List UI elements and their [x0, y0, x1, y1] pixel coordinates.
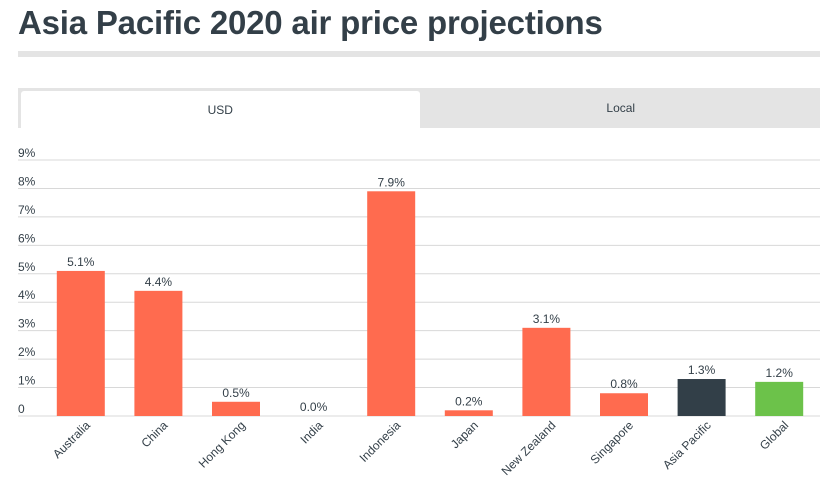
currency-tabs: USD Local — [18, 88, 820, 128]
bar — [212, 401, 260, 416]
bar — [522, 327, 571, 416]
y-tick-label: 2% — [18, 345, 36, 359]
bar — [755, 381, 804, 416]
tab-local[interactable]: Local — [606, 101, 636, 115]
y-tick-label: 9% — [18, 146, 36, 160]
bar — [56, 270, 105, 416]
page-title: Asia Pacific 2020 air price projections — [18, 4, 603, 41]
x-tick-label: Asia Pacific — [660, 418, 714, 472]
data-label: 1.2% — [766, 366, 794, 380]
y-tick-label: 3% — [18, 317, 36, 331]
bar — [600, 393, 648, 416]
y-tick-label: 1% — [18, 374, 36, 388]
x-tick-label: Global — [757, 418, 791, 452]
x-tick-label: China — [138, 418, 170, 450]
title-divider — [18, 51, 820, 57]
data-labels: 5.1% 4.4% 0.5% 0.0% 7.9% 0.2% 3.1% 0.8% 1.3% 1.2% — [67, 175, 793, 414]
y-tick-label: 7% — [18, 203, 36, 217]
x-tick-label: Indonesia — [357, 418, 404, 465]
x-tick-label: Australia — [50, 418, 93, 461]
x-axis-ticks: Australia China Hong Kong India Indonesia Jap… — [50, 418, 791, 478]
data-label: 3.1% — [533, 312, 561, 326]
bar — [677, 379, 726, 416]
y-tick-label: 8% — [18, 174, 36, 188]
data-label: 0.0% — [300, 400, 328, 414]
data-label: 0.8% — [610, 377, 638, 391]
y-tick-label: 5% — [18, 260, 36, 274]
data-label: 0.5% — [222, 386, 250, 400]
data-label: 7.9% — [378, 175, 406, 189]
y-tick-label: 0 — [18, 402, 25, 416]
x-tick-label: New Zealand — [499, 418, 559, 478]
data-label: 0.2% — [455, 394, 483, 408]
bars — [56, 191, 804, 416]
bar — [444, 410, 493, 416]
x-tick-label: India — [297, 418, 326, 447]
data-label: 1.3% — [688, 363, 716, 377]
bar — [134, 290, 183, 416]
x-tick-label: Japan — [448, 418, 481, 451]
data-label: 5.1% — [67, 255, 95, 269]
y-axis-ticks: 0 1% 2% 3% 4% 5% 6% 7% 8% 9% — [18, 146, 36, 416]
tab-usd[interactable]: USD — [21, 91, 420, 128]
y-tick-label: 4% — [18, 288, 36, 302]
data-label: 4.4% — [145, 275, 173, 289]
x-tick-label: Hong Kong — [196, 418, 248, 470]
x-tick-label: Singapore — [588, 418, 637, 467]
y-tick-label: 6% — [18, 231, 36, 245]
bar — [367, 191, 416, 416]
